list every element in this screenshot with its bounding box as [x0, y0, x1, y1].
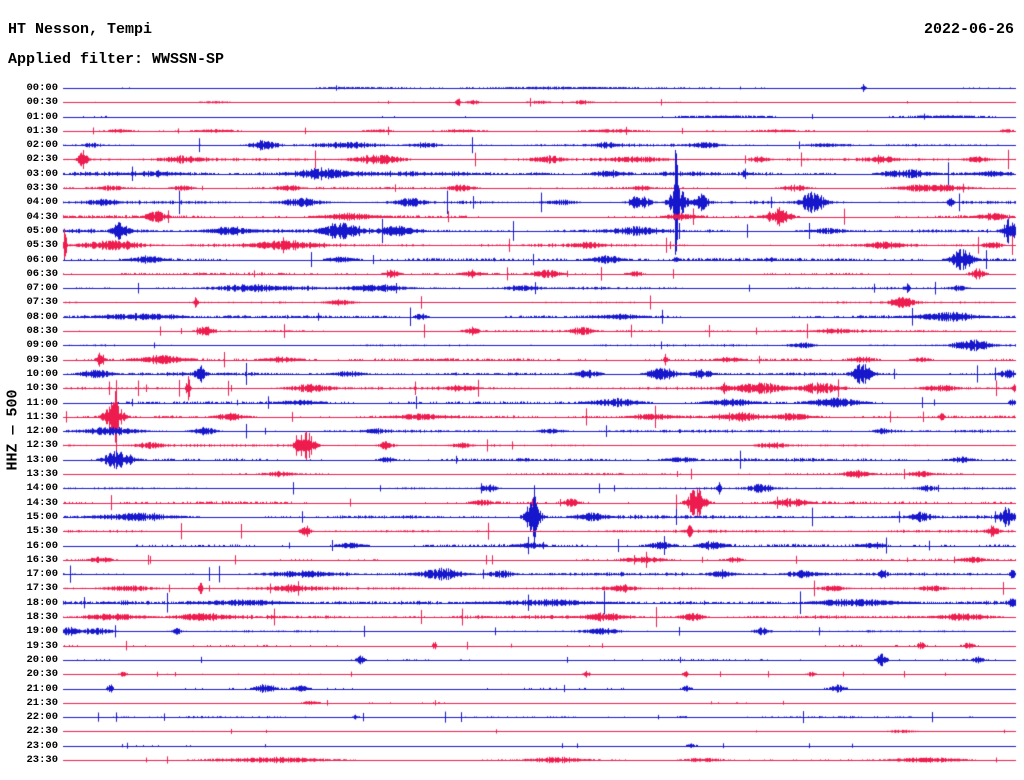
- time-label: 10:00: [26, 367, 58, 380]
- time-label: 03:30: [26, 182, 58, 195]
- time-label: 16:00: [26, 539, 58, 552]
- time-label: 14:00: [26, 482, 58, 495]
- time-label: 23:30: [26, 754, 58, 766]
- time-label: 04:30: [26, 210, 58, 223]
- time-label: 03:00: [26, 167, 58, 180]
- time-label: 05:00: [26, 224, 58, 237]
- time-label: 09:30: [26, 353, 58, 366]
- time-label: 18:30: [26, 611, 58, 624]
- time-label: 02:00: [26, 139, 58, 152]
- time-label: 20:30: [26, 668, 58, 681]
- time-label: 06:00: [26, 253, 58, 266]
- time-label: 17:00: [26, 568, 58, 581]
- time-label: 07:30: [26, 296, 58, 309]
- time-label: 22:00: [26, 711, 58, 724]
- time-label: 19:30: [26, 639, 58, 652]
- time-label: 21:00: [26, 682, 58, 695]
- time-label: 01:00: [26, 110, 58, 123]
- time-label: 05:30: [26, 239, 58, 252]
- time-label: 12:30: [26, 439, 58, 452]
- time-label: 17:30: [26, 582, 58, 595]
- time-label: 13:30: [26, 468, 58, 481]
- time-label: 06:30: [26, 267, 58, 280]
- time-label: 22:30: [26, 725, 58, 738]
- time-label: 10:30: [26, 382, 58, 395]
- time-label: 21:30: [26, 696, 58, 709]
- time-label: 02:30: [26, 153, 58, 166]
- time-label: 16:30: [26, 553, 58, 566]
- time-label: 15:30: [26, 525, 58, 538]
- time-label: 19:00: [26, 625, 58, 638]
- time-label: 23:00: [26, 739, 58, 752]
- time-label: 18:00: [26, 596, 58, 609]
- time-label: 07:00: [26, 282, 58, 295]
- time-label: 11:30: [26, 410, 58, 423]
- time-label: 08:30: [26, 325, 58, 338]
- time-label: 11:00: [26, 396, 58, 409]
- time-label: 20:00: [26, 653, 58, 666]
- time-label: 09:00: [26, 339, 58, 352]
- time-label: 12:00: [26, 425, 58, 438]
- time-label: 00:00: [26, 82, 58, 94]
- time-label: 13:00: [26, 453, 58, 466]
- time-label: 14:30: [26, 496, 58, 509]
- time-label: 15:00: [26, 510, 58, 523]
- time-label: 00:30: [26, 96, 58, 109]
- time-label: 01:30: [26, 124, 58, 137]
- time-label: 08:00: [26, 310, 58, 323]
- time-label: 04:00: [26, 196, 58, 209]
